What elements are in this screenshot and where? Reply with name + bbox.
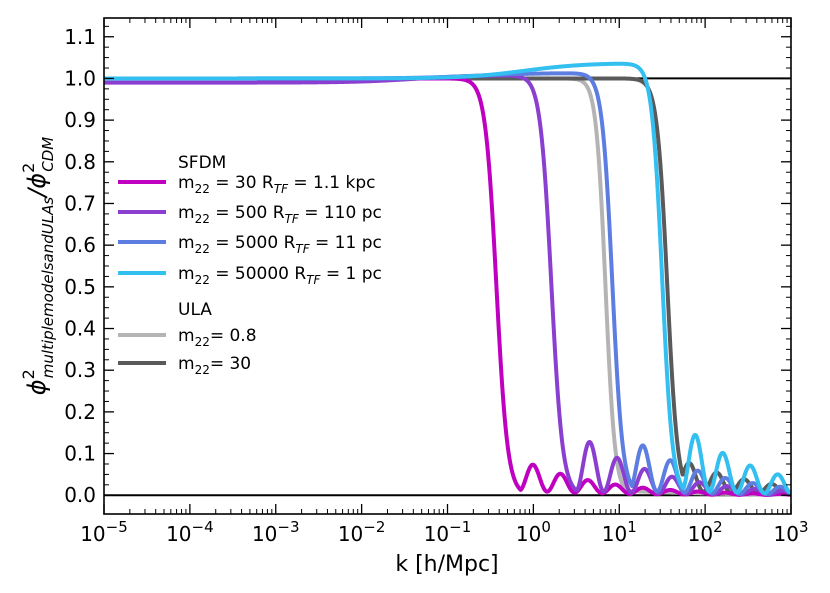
x-tick-label: 10−4	[166, 518, 214, 546]
y-tick-label: 0.8	[64, 150, 96, 174]
x-tick-label: 10−2	[338, 518, 386, 546]
y-tick-label: 0.9	[64, 108, 96, 132]
plot-area	[104, 18, 791, 514]
series-line-5	[104, 61, 791, 496]
x-tick-label: 10−3	[252, 518, 300, 546]
y-axis-title: ϕ2multiplemodelsandULAs/ϕ2CDM	[19, 137, 57, 396]
x-tick-label: 10−1	[424, 518, 472, 546]
y-tick-label: 0.2	[64, 400, 96, 424]
legend-group-sfdm: SFDM	[178, 153, 226, 173]
y-tick-labels: 0.0 0.1 0.2 0.3 0.4 0.5 0.6 0.7 0.8 0.9 1.0 1.1	[64, 25, 96, 507]
y-tick-label: 0.1	[64, 442, 96, 466]
y-tick-label: 0.3	[64, 358, 96, 382]
x-tick-labels: 10−5 10−4 10−3 10−2 10−1 100 101 102 103	[80, 518, 808, 546]
x-tick-label: 102	[688, 518, 723, 546]
legend-label: m22 = 500 RTF = 110 pc	[178, 203, 382, 226]
x-tick-label: 10−5	[80, 518, 128, 546]
y-tick-label: 1.1	[64, 25, 96, 49]
series-lines	[104, 61, 791, 497]
legend-label: m22= 0.8	[178, 326, 257, 349]
y-tick-label: 1.0	[64, 66, 96, 90]
legend-label: m22 = 5000 RTF = 11 pc	[178, 233, 382, 256]
legend-group-ula: ULA	[178, 300, 212, 320]
axis-ticks	[103, 18, 792, 514]
y-tick-label: 0.6	[64, 233, 96, 257]
y-tick-label: 0.4	[64, 317, 96, 341]
y-tick-label: 0.0	[64, 483, 96, 507]
x-axis-title: k [h/Mpc]	[395, 552, 498, 577]
x-tick-label: 100	[516, 518, 551, 546]
x-tick-label: 103	[774, 518, 809, 546]
x-tick-label: 101	[602, 518, 637, 546]
y-tick-label: 0.5	[64, 275, 96, 299]
legend-label: m22 = 50000 RTF = 1 pc	[178, 264, 382, 287]
legend-label: m22= 30	[178, 354, 251, 377]
y-tick-label: 0.7	[64, 191, 96, 215]
legend: SFDM ULA m22 = 30 RTF = 1.1 kpc m22 = 500…	[118, 153, 382, 377]
legend-label: m22 = 30 RTF = 1.1 kpc	[178, 173, 375, 196]
